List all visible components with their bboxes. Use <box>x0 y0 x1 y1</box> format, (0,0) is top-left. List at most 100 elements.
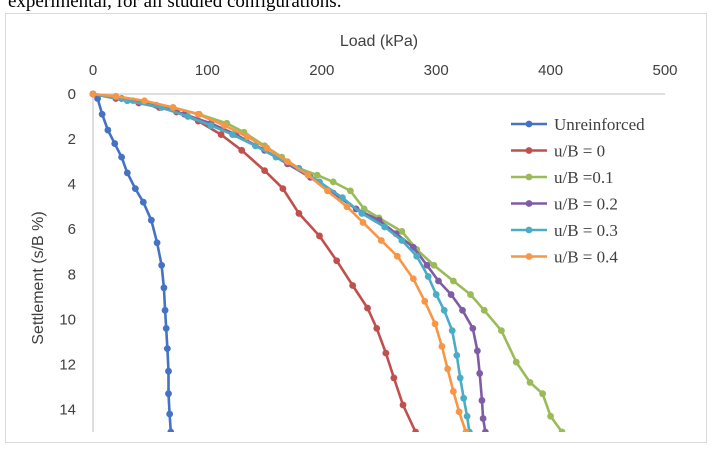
data-point <box>112 92 120 100</box>
series-u-b-0-3 <box>89 90 473 432</box>
data-point <box>263 144 271 152</box>
x-tick-label: 300 <box>424 62 449 79</box>
caption-fragment: experimental, for all studied configurat… <box>8 0 342 12</box>
x-tick-label: 400 <box>538 62 563 79</box>
data-point <box>304 171 312 179</box>
data-point <box>459 306 466 314</box>
data-point <box>147 216 155 224</box>
data-point <box>449 277 457 285</box>
data-point <box>167 428 175 432</box>
data-point <box>153 239 161 247</box>
data-point <box>184 113 192 120</box>
data-point <box>98 110 106 118</box>
data-point <box>393 252 401 260</box>
data-point <box>343 203 351 211</box>
y-tick-label: 2 <box>68 131 76 148</box>
data-point <box>478 397 486 404</box>
data-point <box>462 428 470 432</box>
data-point <box>238 146 246 154</box>
data-point <box>165 367 172 375</box>
series-u-b-0 <box>89 90 420 432</box>
legend-label: u/B =0.1 <box>554 168 614 187</box>
series-layer <box>89 90 566 432</box>
data-point <box>455 408 463 416</box>
data-point <box>284 158 291 166</box>
data-point <box>547 412 554 420</box>
data-point <box>447 291 455 298</box>
series-line <box>92 92 471 432</box>
data-point <box>558 428 566 432</box>
legend-swatch-marker <box>525 173 533 181</box>
data-point <box>469 324 477 332</box>
data-point <box>460 394 468 402</box>
data-point <box>94 95 101 102</box>
y-tick-label: 6 <box>68 221 76 238</box>
data-point <box>463 412 471 420</box>
y-tick-label: 10 <box>59 311 76 328</box>
data-point <box>229 131 236 138</box>
data-point <box>467 291 474 298</box>
data-point <box>479 415 487 422</box>
series-unreinforced <box>89 90 175 432</box>
data-point <box>435 277 442 285</box>
data-point <box>444 365 452 373</box>
data-point <box>539 390 546 398</box>
series-line <box>92 92 468 432</box>
x-tick-label: 0 <box>89 62 97 79</box>
data-point <box>166 410 174 418</box>
data-point <box>448 327 456 334</box>
x-axis-title: Load (kPa) <box>340 33 418 50</box>
data-point <box>382 349 390 357</box>
data-point <box>89 90 97 98</box>
data-point <box>163 345 171 353</box>
legend-swatch-marker <box>525 226 533 234</box>
data-point <box>217 131 225 138</box>
series-u-b-0-4 <box>89 90 470 432</box>
data-point <box>438 342 446 350</box>
data-point <box>194 110 202 118</box>
y-axis-title: Settlement (s/B %) <box>30 211 47 344</box>
legend-swatch-marker <box>525 147 533 154</box>
data-point <box>373 324 381 332</box>
data-point <box>431 320 439 328</box>
data-point <box>359 219 367 226</box>
data-point <box>453 351 461 359</box>
data-point <box>244 133 251 141</box>
data-point <box>398 237 406 244</box>
data-point <box>160 284 168 292</box>
data-point <box>333 257 341 265</box>
data-point <box>476 370 484 377</box>
data-point <box>141 97 148 105</box>
data-point <box>169 104 177 111</box>
legend-swatch-marker <box>525 120 533 128</box>
data-point <box>381 223 389 231</box>
data-point <box>473 347 481 355</box>
y-tick-label: 0 <box>68 86 76 103</box>
legend-label: u/B = 0 <box>554 142 605 161</box>
chart-frame <box>5 13 707 443</box>
axes: 0 100 200 300 400 500 0 2 4 6 8 10 12 14 Load (kPa) Set… <box>30 33 678 432</box>
data-point <box>432 291 440 298</box>
data-point <box>221 122 228 129</box>
data-point <box>165 390 172 398</box>
data-point <box>349 282 357 289</box>
data-point <box>207 122 215 129</box>
data-point <box>104 126 112 134</box>
y-tick-label: 14 <box>59 401 76 418</box>
data-point <box>413 252 421 260</box>
x-tick-label: 200 <box>309 62 334 79</box>
data-point <box>118 153 125 161</box>
data-point <box>449 388 457 395</box>
data-point <box>480 306 488 314</box>
data-point <box>162 324 170 332</box>
data-point <box>526 379 534 386</box>
data-point <box>421 297 429 305</box>
data-point <box>279 185 287 193</box>
data-point <box>324 187 331 195</box>
series-u-b-0-2 <box>89 90 489 432</box>
data-point <box>123 169 131 177</box>
data-point <box>412 428 420 432</box>
data-point <box>390 374 398 382</box>
data-point <box>423 261 431 269</box>
